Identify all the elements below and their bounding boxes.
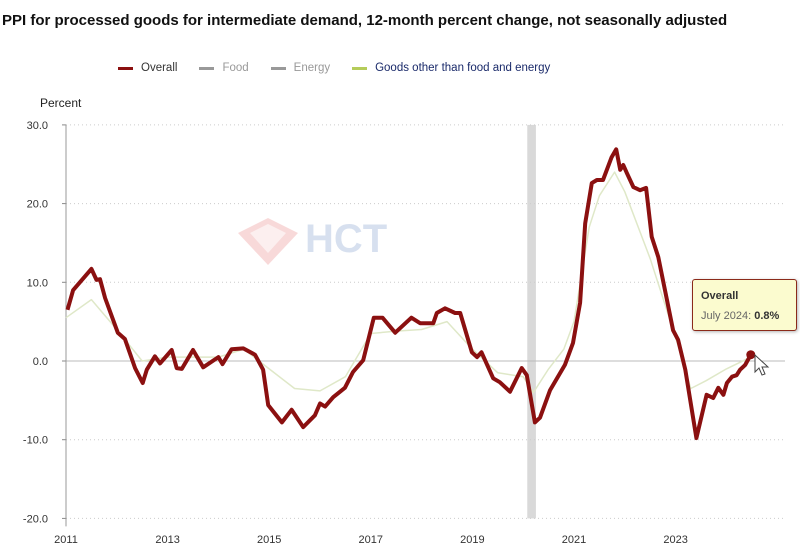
- tooltip-value: 0.8%: [754, 310, 780, 322]
- y-tick-label: 20.0: [27, 199, 48, 211]
- y-tick-label: -20.0: [23, 513, 48, 525]
- legend-swatch: [199, 66, 215, 70]
- legend-label: Goods other than food and energy: [375, 62, 551, 74]
- legend-item-overall[interactable]: Overall: [118, 62, 177, 74]
- legend-item-goods-other[interactable]: Goods other than food and energy: [352, 62, 550, 74]
- legend-item-food[interactable]: Food: [199, 62, 249, 74]
- y-tick-label: 10.0: [27, 277, 48, 289]
- legend-label: Energy: [293, 62, 331, 74]
- tooltip-value-line: July 2024: 0.8%: [701, 310, 779, 322]
- series-line-overall: [65, 147, 753, 441]
- chart-title: PPI for processed goods for intermediate…: [2, 12, 728, 29]
- x-tick-label: 2021: [562, 534, 586, 546]
- x-tick-label: 2017: [359, 534, 383, 546]
- x-tick-label: 2015: [257, 534, 281, 546]
- legend-swatch: [270, 66, 286, 70]
- x-tick-label: 2013: [155, 534, 179, 546]
- hover-point-marker: [746, 350, 756, 360]
- tooltip-series: Overall: [701, 290, 739, 302]
- y-axis-label: Percent: [40, 96, 82, 110]
- y-tick-label: 0.0: [33, 356, 48, 368]
- tooltip: Overall July 2024: 0.8%: [692, 279, 797, 331]
- legend-label: Food: [222, 62, 249, 74]
- legend-label: Overall: [141, 62, 178, 74]
- legend-swatch: [352, 66, 368, 70]
- legend-swatch: [118, 66, 133, 70]
- legend-item-energy[interactable]: Energy: [270, 62, 331, 74]
- x-tick-label: 2023: [663, 534, 687, 546]
- y-tick-label: 30.0: [27, 120, 48, 132]
- x-tick-label: 2011: [54, 534, 78, 546]
- hct-watermark-logo: HCT: [238, 217, 387, 265]
- recession-band: [527, 124, 536, 519]
- y-tick-label: -10.0: [23, 435, 48, 447]
- legend: Overall Food Energy Goods other than foo…: [118, 62, 550, 74]
- svg-text:HCT: HCT: [305, 217, 387, 261]
- x-tick-label: 2019: [460, 534, 484, 546]
- tooltip-date: July 2024:: [701, 310, 752, 322]
